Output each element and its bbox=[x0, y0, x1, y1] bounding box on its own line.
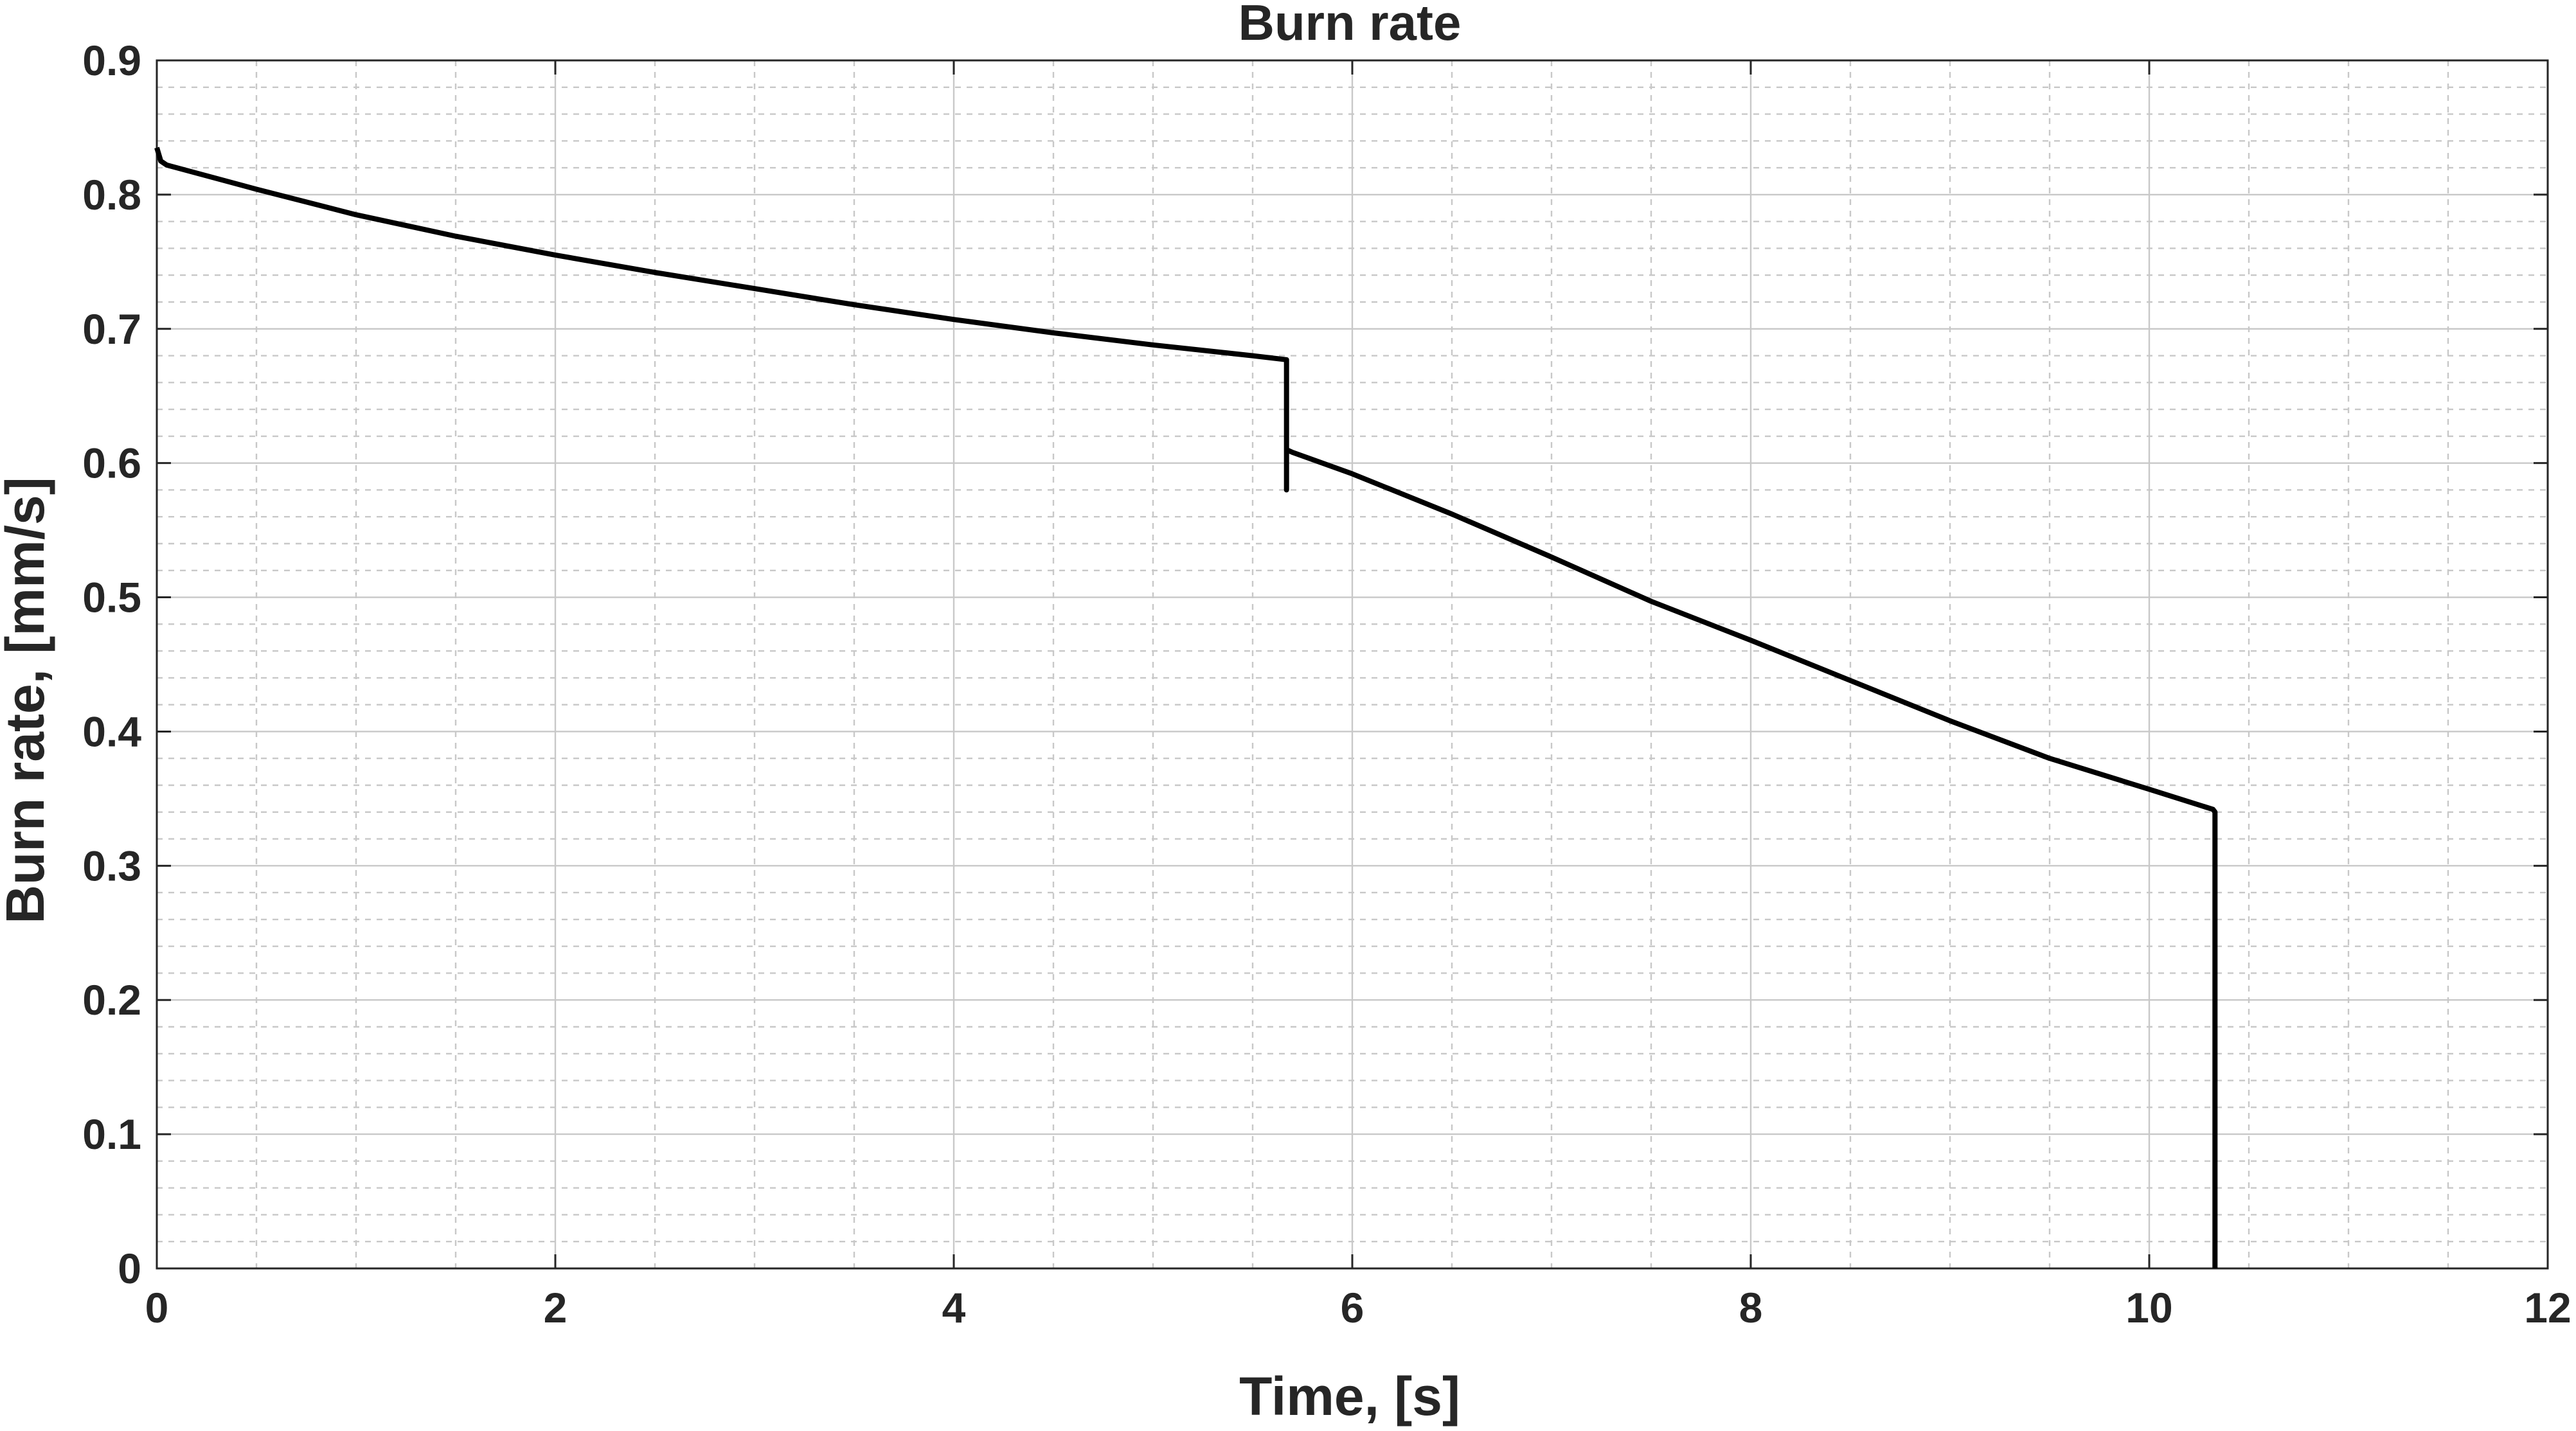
x-tick-label: 10 bbox=[2125, 1284, 2172, 1331]
x-tick-label: 8 bbox=[1739, 1284, 1763, 1331]
axis-ticks bbox=[156, 59, 2549, 1270]
major-grid bbox=[156, 59, 2549, 1270]
y-tick-label: 0.4 bbox=[82, 707, 141, 755]
chart-title: Burn rate bbox=[1239, 0, 1462, 51]
x-tick-label: 2 bbox=[544, 1284, 568, 1331]
y-tick-label: 0.8 bbox=[82, 171, 141, 218]
y-tick-label: 0 bbox=[118, 1245, 141, 1292]
x-axis-tick-labels: 0 2 4 6 8 10 12 bbox=[145, 1284, 2572, 1331]
y-tick-label: 0.6 bbox=[82, 440, 141, 487]
y-axis-label: Burn rate, [mm/s] bbox=[0, 477, 55, 923]
burn-rate-series-line bbox=[154, 147, 2218, 1268]
series-layer bbox=[154, 147, 2218, 1268]
y-tick-label: 0.3 bbox=[82, 842, 141, 889]
x-tick-label: 4 bbox=[942, 1284, 966, 1331]
x-tick-label: 12 bbox=[2524, 1284, 2571, 1331]
y-tick-label: 0.5 bbox=[82, 574, 141, 621]
y-tick-label: 0.7 bbox=[82, 305, 141, 353]
x-tick-label: 6 bbox=[1341, 1284, 1364, 1331]
y-tick-label: 0.1 bbox=[82, 1110, 141, 1158]
y-tick-label: 0.2 bbox=[82, 976, 141, 1024]
y-axis-tick-labels: 0 0.1 0.2 0.3 0.4 0.5 0.6 0.7 0.8 0.9 bbox=[82, 37, 141, 1292]
y-tick-label: 0.9 bbox=[82, 37, 141, 84]
x-axis-label: Time, [s] bbox=[1239, 1366, 1460, 1427]
x-tick-label: 0 bbox=[145, 1284, 169, 1331]
